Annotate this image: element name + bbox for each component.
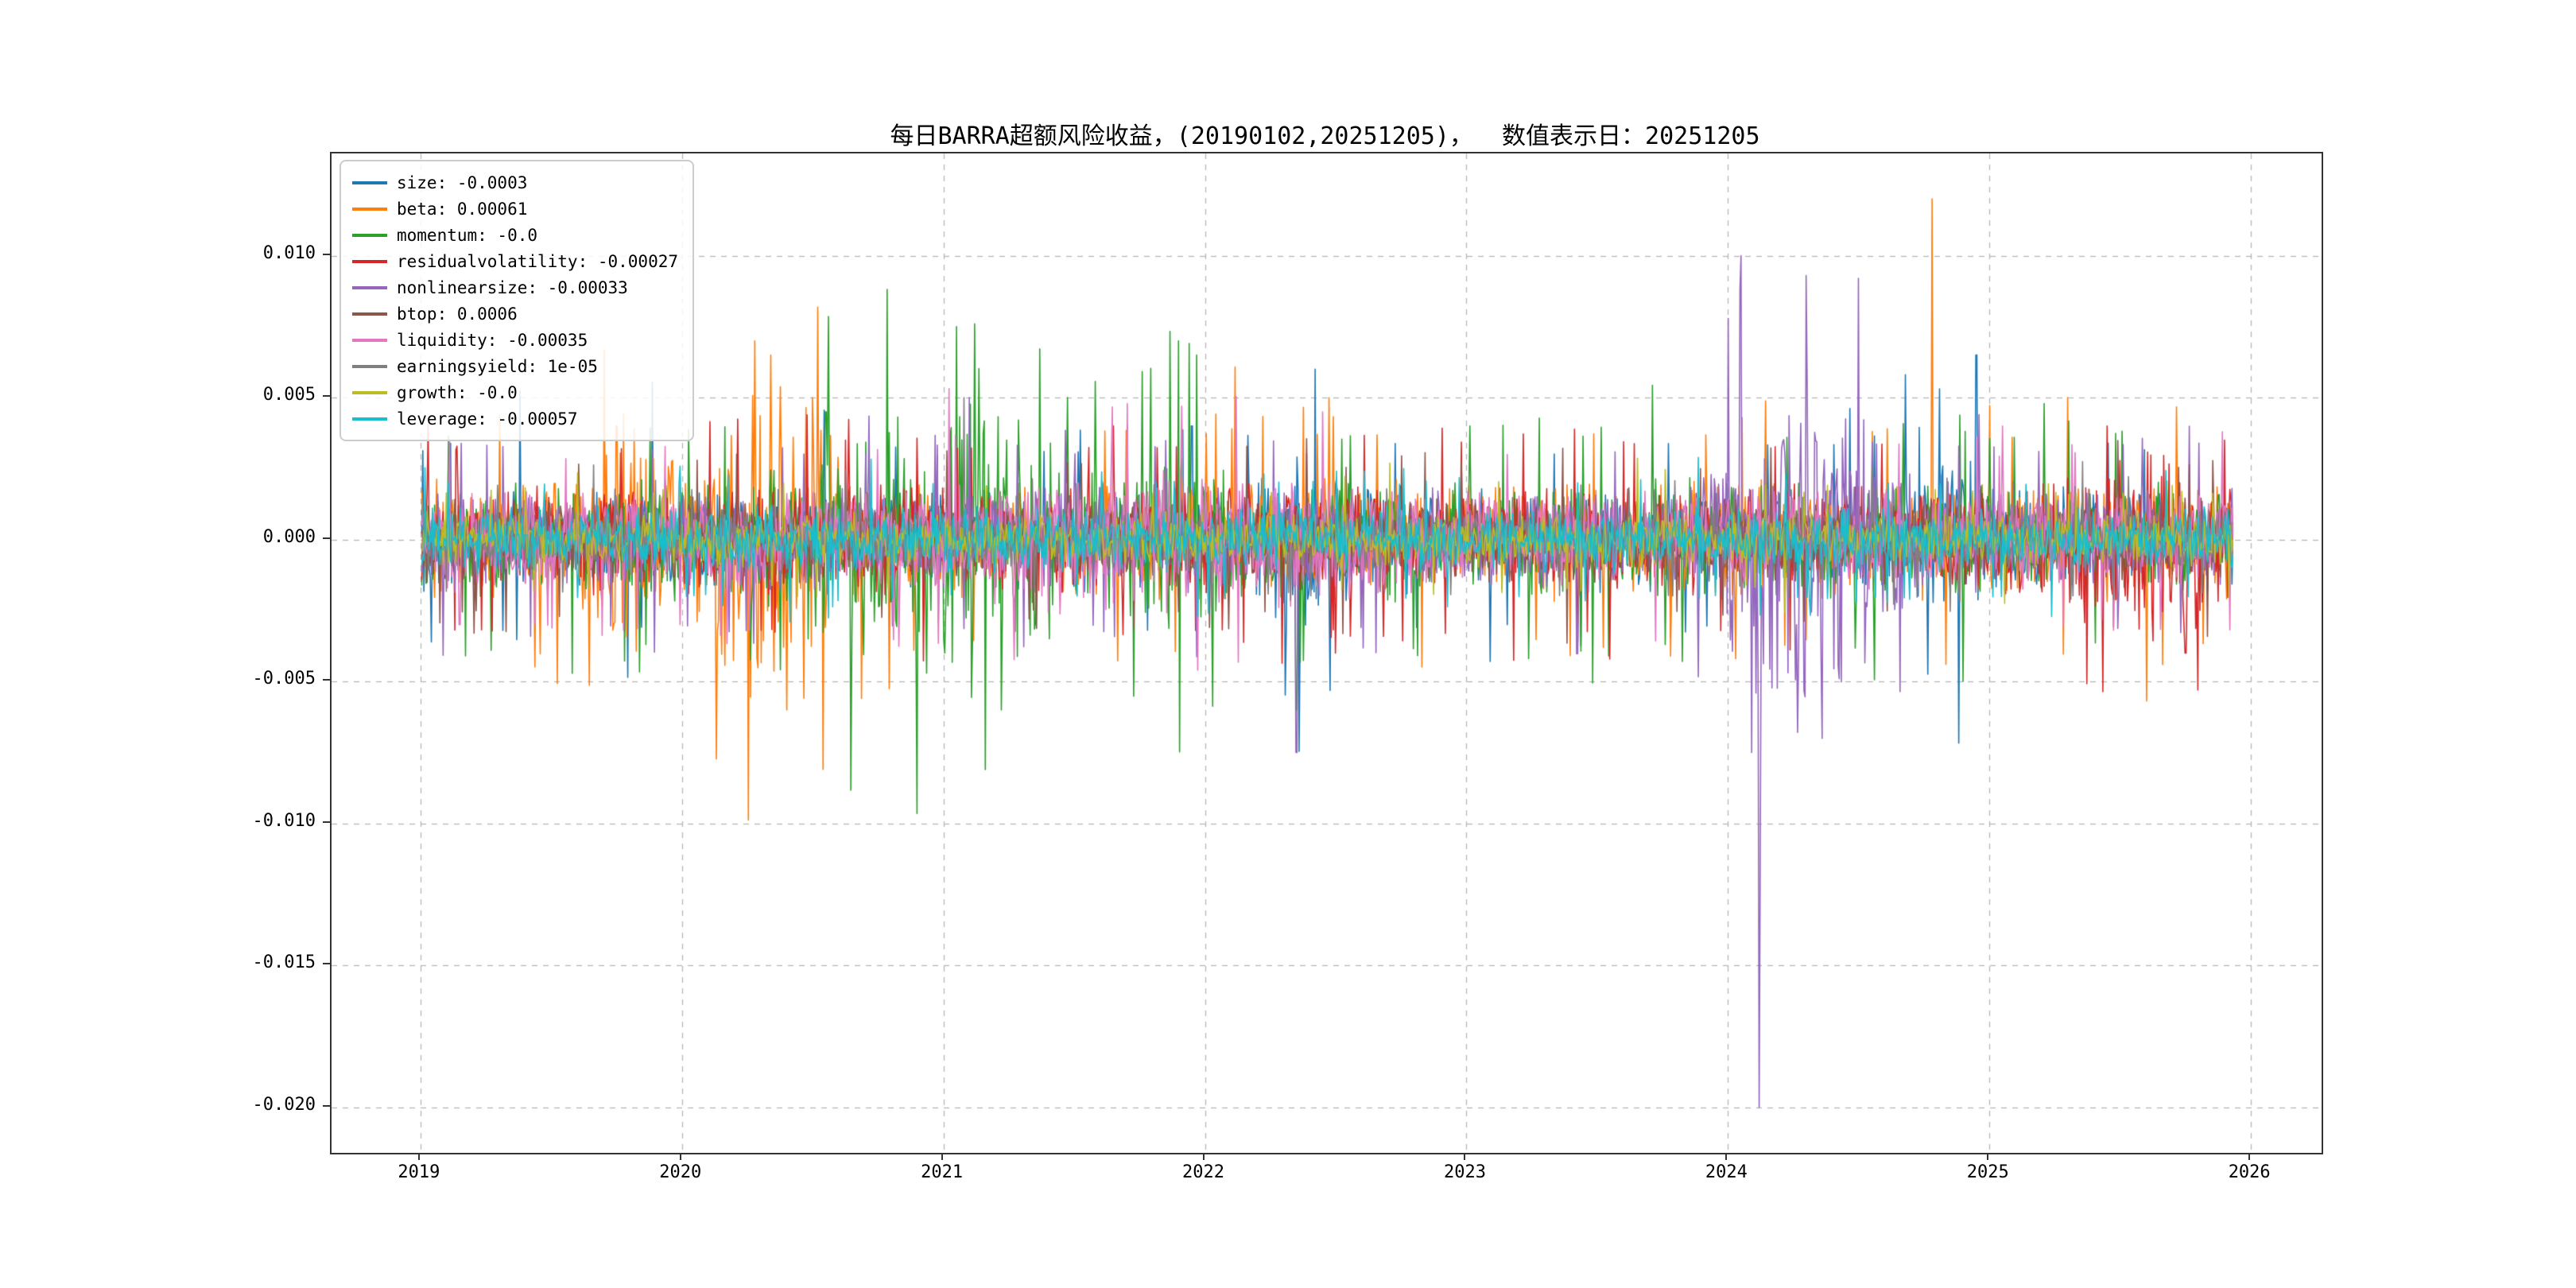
x-tick-label: 2019 <box>398 1162 440 1182</box>
x-tick-label: 2024 <box>1705 1162 1748 1182</box>
legend-entry-btop: btop: 0.0006 <box>352 301 678 327</box>
x-tick-mark <box>1464 1153 1466 1160</box>
legend-label-growth: growth: -0.0 <box>397 382 518 402</box>
legend-line-swatch-liquidity <box>352 338 387 342</box>
y-tick-label: -0.010 <box>252 810 316 831</box>
y-tick-mark <box>323 395 330 398</box>
legend-entry-residualvolatility: residualvolatility: -0.00027 <box>352 248 678 274</box>
legend-line-swatch-btop <box>352 312 387 316</box>
y-tick-label: 0.005 <box>262 385 316 405</box>
x-tick-mark <box>2248 1153 2251 1160</box>
legend-entry-liquidity: liquidity: -0.00035 <box>352 327 678 353</box>
x-tick-label: 2025 <box>1966 1162 2009 1182</box>
legend-entry-growth: growth: -0.0 <box>352 379 678 405</box>
x-tick-label: 2026 <box>2228 1162 2271 1182</box>
legend-line-swatch-growth <box>352 390 387 394</box>
x-tick-mark <box>417 1153 420 1160</box>
y-tick-label: 0.000 <box>262 526 316 547</box>
legend-line-swatch-size <box>352 180 387 184</box>
plot-area: size: -0.0003 beta: 0.00061 momentum: -0.0… <box>330 152 2323 1154</box>
legend-entry-leverage: leverage: -0.00057 <box>352 405 678 432</box>
legend-label-size: size: -0.0003 <box>397 173 528 192</box>
legend-entry-nonlinearsize: nonlinearsize: -0.00033 <box>352 274 678 301</box>
legend-entry-earningsyield: earningsyield: 1e-05 <box>352 353 678 379</box>
legend-line-swatch-earningsyield <box>352 364 387 368</box>
x-tick-label: 2020 <box>659 1162 702 1182</box>
legend-label-earningsyield: earningsyield: 1e-05 <box>397 356 598 376</box>
legend-label-btop: btop: 0.0006 <box>397 304 518 324</box>
legend-line-swatch-leverage <box>352 417 387 421</box>
legend-label-residualvolatility: residualvolatility: -0.00027 <box>397 251 679 271</box>
x-tick-label: 2022 <box>1182 1162 1225 1182</box>
legend-entry-size: size: -0.0003 <box>352 169 678 196</box>
legend-label-beta: beta: 0.00061 <box>397 199 528 219</box>
x-tick-label: 2021 <box>921 1162 964 1182</box>
x-tick-mark <box>1987 1153 1989 1160</box>
legend-entry-beta: beta: 0.00061 <box>352 196 678 222</box>
y-tick-mark <box>323 963 330 965</box>
y-tick-mark <box>323 253 330 255</box>
chart-title: 每日BARRA超额风险收益，(20190102,20251205)， 数值表示日… <box>890 122 1760 150</box>
y-tick-label: -0.015 <box>252 952 316 973</box>
x-tick-mark <box>1202 1153 1205 1160</box>
legend-label-nonlinearsize: nonlinearsize: -0.00033 <box>397 277 628 297</box>
x-tick-mark <box>1725 1153 1728 1160</box>
y-tick-label: 0.010 <box>262 242 316 263</box>
x-tick-mark <box>941 1153 943 1160</box>
legend-label-liquidity: liquidity: -0.00035 <box>397 330 588 350</box>
x-tick-label: 2023 <box>1443 1162 1486 1182</box>
legend: size: -0.0003 beta: 0.00061 momentum: -0.0… <box>339 160 695 441</box>
legend-entry-momentum: momentum: -0.0 <box>352 222 678 248</box>
legend-line-swatch-residualvolatility <box>352 259 387 263</box>
legend-line-swatch-beta <box>352 207 387 211</box>
y-tick-label: -0.020 <box>252 1094 316 1115</box>
y-tick-mark <box>323 1104 330 1107</box>
y-tick-mark <box>323 821 330 823</box>
y-tick-mark <box>323 537 330 539</box>
legend-line-swatch-nonlinearsize <box>352 285 387 289</box>
y-tick-label: -0.005 <box>252 669 316 689</box>
legend-label-leverage: leverage: -0.00057 <box>397 409 578 429</box>
x-tick-mark <box>679 1153 681 1160</box>
legend-line-swatch-momentum <box>352 233 387 237</box>
legend-label-momentum: momentum: -0.0 <box>397 225 538 245</box>
y-tick-mark <box>323 679 330 681</box>
